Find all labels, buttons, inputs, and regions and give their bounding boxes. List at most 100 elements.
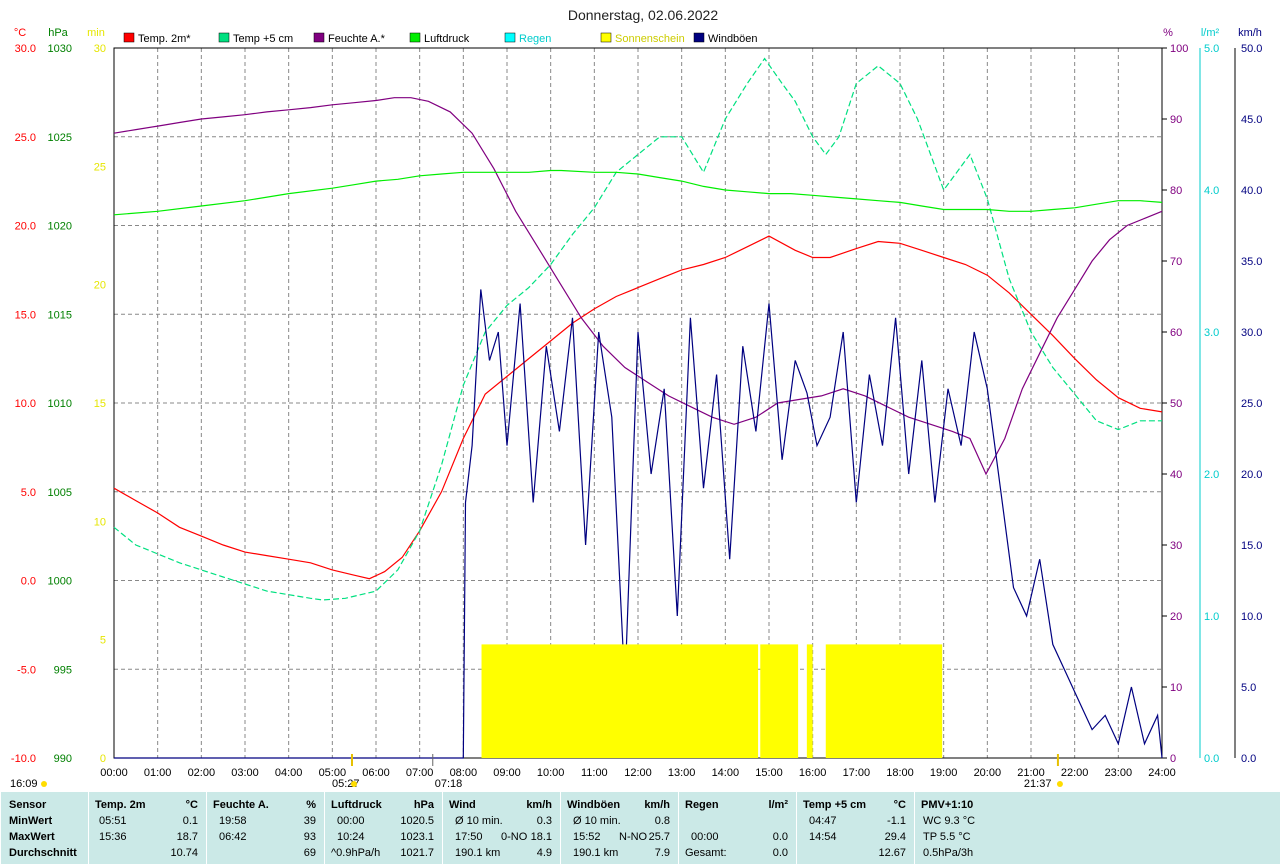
sunshine-tick-label: 20: [94, 280, 106, 292]
humidity-tick-label: 0: [1170, 753, 1176, 765]
legend-swatch: [218, 32, 230, 43]
x-tick-label: 09:00: [493, 767, 521, 779]
legend-label: Windböen: [708, 33, 758, 45]
stats-unit-gust: km/h: [644, 799, 670, 811]
stats-col-pmv: PMV+1:10 WC 9.3 °C TP 5.5 °C 0.5hPa/3h: [914, 792, 1280, 864]
temp-min-value: 0.1: [182, 815, 198, 827]
x-tick-label: 16:00: [799, 767, 827, 779]
legend-label: Regen: [519, 33, 551, 45]
humidity-tick-label: 20: [1170, 611, 1182, 623]
pressure-unit-label: hPa: [48, 27, 68, 39]
pressure-tick-label: 1000: [48, 576, 72, 588]
hum-min-value: 39: [303, 815, 316, 827]
humidity-tick-label: 30: [1170, 540, 1182, 552]
rain-last-value: 0.0: [772, 831, 788, 843]
sunset-icon: [1056, 781, 1063, 787]
stats-col-gust: Windböen km/h Ø 10 min. 0.8 15:52 N-NO 2…: [560, 792, 678, 864]
press-avg-value: 1021.7: [400, 847, 434, 859]
legend-swatch: [600, 32, 612, 43]
temp-tick-label: 25.0: [15, 132, 36, 144]
x-tick-label: 02:00: [188, 767, 216, 779]
rain-tick-label: 0.0: [1204, 753, 1219, 765]
gust-avg10-value: 0.8: [654, 815, 670, 827]
humidity-tick-label: 100: [1170, 43, 1188, 55]
wind-avg10-value: 0.3: [536, 815, 552, 827]
stats-col-sensor: Sensor MinWert MaxWert Durchschnitt: [0, 792, 88, 864]
temp-2m-line: [113, 235, 1163, 580]
rain-tick-label: 5.0: [1204, 43, 1219, 55]
sunshine-tick-label: 15: [94, 398, 106, 410]
t5-min-value: -1.1: [887, 815, 906, 827]
legend-swatch: [123, 32, 135, 43]
wind-tick-label: 30.0: [1241, 327, 1262, 339]
sunshine-tick-label: 10: [94, 516, 106, 528]
pressure-tick-label: 1025: [48, 132, 72, 144]
stats-header-sensor: Sensor: [9, 799, 47, 811]
legend-label: Temp +5 cm: [233, 33, 293, 45]
pressure-tick-label: 990: [54, 753, 72, 765]
pmv-pressure-trend: 0.5hPa/3h: [923, 847, 974, 859]
wind-avg-value: 4.9: [536, 847, 552, 859]
sunshine-tick-label: 30: [94, 43, 106, 55]
sunshine-bar: [481, 644, 759, 758]
press-max-time: 10:24: [337, 831, 365, 843]
stats-col-wind: Wind km/h Ø 10 min. 0.3 17:50 0-NO 18.1 …: [442, 792, 560, 864]
wind-tick-label: 0.0: [1241, 753, 1256, 765]
wind-max-time: 17:50: [455, 831, 483, 843]
humidity-tick-label: 50: [1170, 398, 1182, 410]
hum-max-time: 06:42: [219, 831, 247, 843]
weather-chart: Donnerstag, 02.06.2022 00:00 01:00 02:00 03…: [10, 7, 1263, 790]
temp-tick-label: 20.0: [15, 221, 36, 233]
legend-swatch: [313, 32, 325, 43]
gust-avg-value: 7.9: [654, 847, 670, 859]
stats-unit-rain: l/m²: [768, 799, 788, 811]
stats-col-pressure: Luftdruck hPa 00:00 1020.5 10:24 1023.1 …: [324, 792, 442, 864]
stats-header-hum: Feuchte A.: [213, 799, 269, 811]
chart-title: Donnerstag, 02.06.2022: [568, 7, 718, 23]
hum-avg-value: 69: [303, 847, 316, 859]
temp-tick-label: 15.0: [15, 309, 36, 321]
x-tick-label: 20:00: [974, 767, 1002, 779]
rain-total-value: 0.0: [772, 847, 788, 859]
sunset-label: 21:37: [1024, 778, 1052, 790]
t5-avg-value: 12.67: [878, 847, 906, 859]
wind-tick-label: 25.0: [1241, 398, 1262, 410]
humidity-tick-label: 60: [1170, 327, 1182, 339]
statistics-panel: Sensor MinWert MaxWert Durchschnitt Temp…: [0, 792, 1280, 864]
x-tick-label: 21:00: [1017, 767, 1045, 779]
rain-unit-label: l/m²: [1201, 27, 1220, 39]
x-tick-label: 22:00: [1061, 767, 1089, 779]
wind-max-dir: 0-NO: [501, 831, 528, 843]
stats-col-temp5: Temp +5 cm °C 04:47 -1.1 14:54 29.4 12.6…: [796, 792, 914, 864]
pressure-line: [113, 169, 1163, 216]
stats-unit-temp: °C: [185, 799, 198, 811]
x-tick-label: 19:00: [930, 767, 958, 779]
wind-tick-label: 45.0: [1241, 114, 1262, 126]
humidity-tick-label: 40: [1170, 469, 1182, 481]
humidity-unit-label: %: [1163, 27, 1173, 39]
press-max-value: 1023.1: [400, 831, 434, 843]
sunshine-bar: [806, 644, 813, 758]
temp-min-time: 05:51: [99, 815, 127, 827]
stats-header-wind: Wind: [449, 799, 476, 811]
pressure-tick-label: 995: [54, 664, 72, 676]
pressure-tick-label: 1010: [48, 398, 72, 410]
legend-label: Sonnenschein: [615, 33, 685, 45]
stats-header-press: Luftdruck: [331, 799, 382, 811]
sunrise-icon: [350, 781, 357, 787]
pmv-wind-chill: WC 9.3 °C: [923, 815, 976, 827]
x-tick-label: 04:00: [275, 767, 303, 779]
stats-col-temp: Temp. 2m °C 05:51 0.1 15:36 18.7 10.74: [88, 792, 206, 864]
x-tick-label: 14:00: [712, 767, 740, 779]
x-tick-label: 00:00: [100, 767, 128, 779]
pressure-tick-label: 1030: [48, 43, 72, 55]
x-tick-label: 08:00: [450, 767, 478, 779]
temp-max-value: 18.7: [176, 831, 198, 843]
wind-tick-label: 35.0: [1241, 256, 1262, 268]
temp-unit-label: °C: [14, 27, 26, 39]
rain-tick-label: 1.0: [1204, 611, 1219, 623]
row-label-max: MaxWert: [9, 831, 55, 843]
press-min-time: 00:00: [337, 815, 365, 827]
x-tick-label: 03:00: [231, 767, 259, 779]
pressure-tick-label: 1015: [48, 309, 72, 321]
